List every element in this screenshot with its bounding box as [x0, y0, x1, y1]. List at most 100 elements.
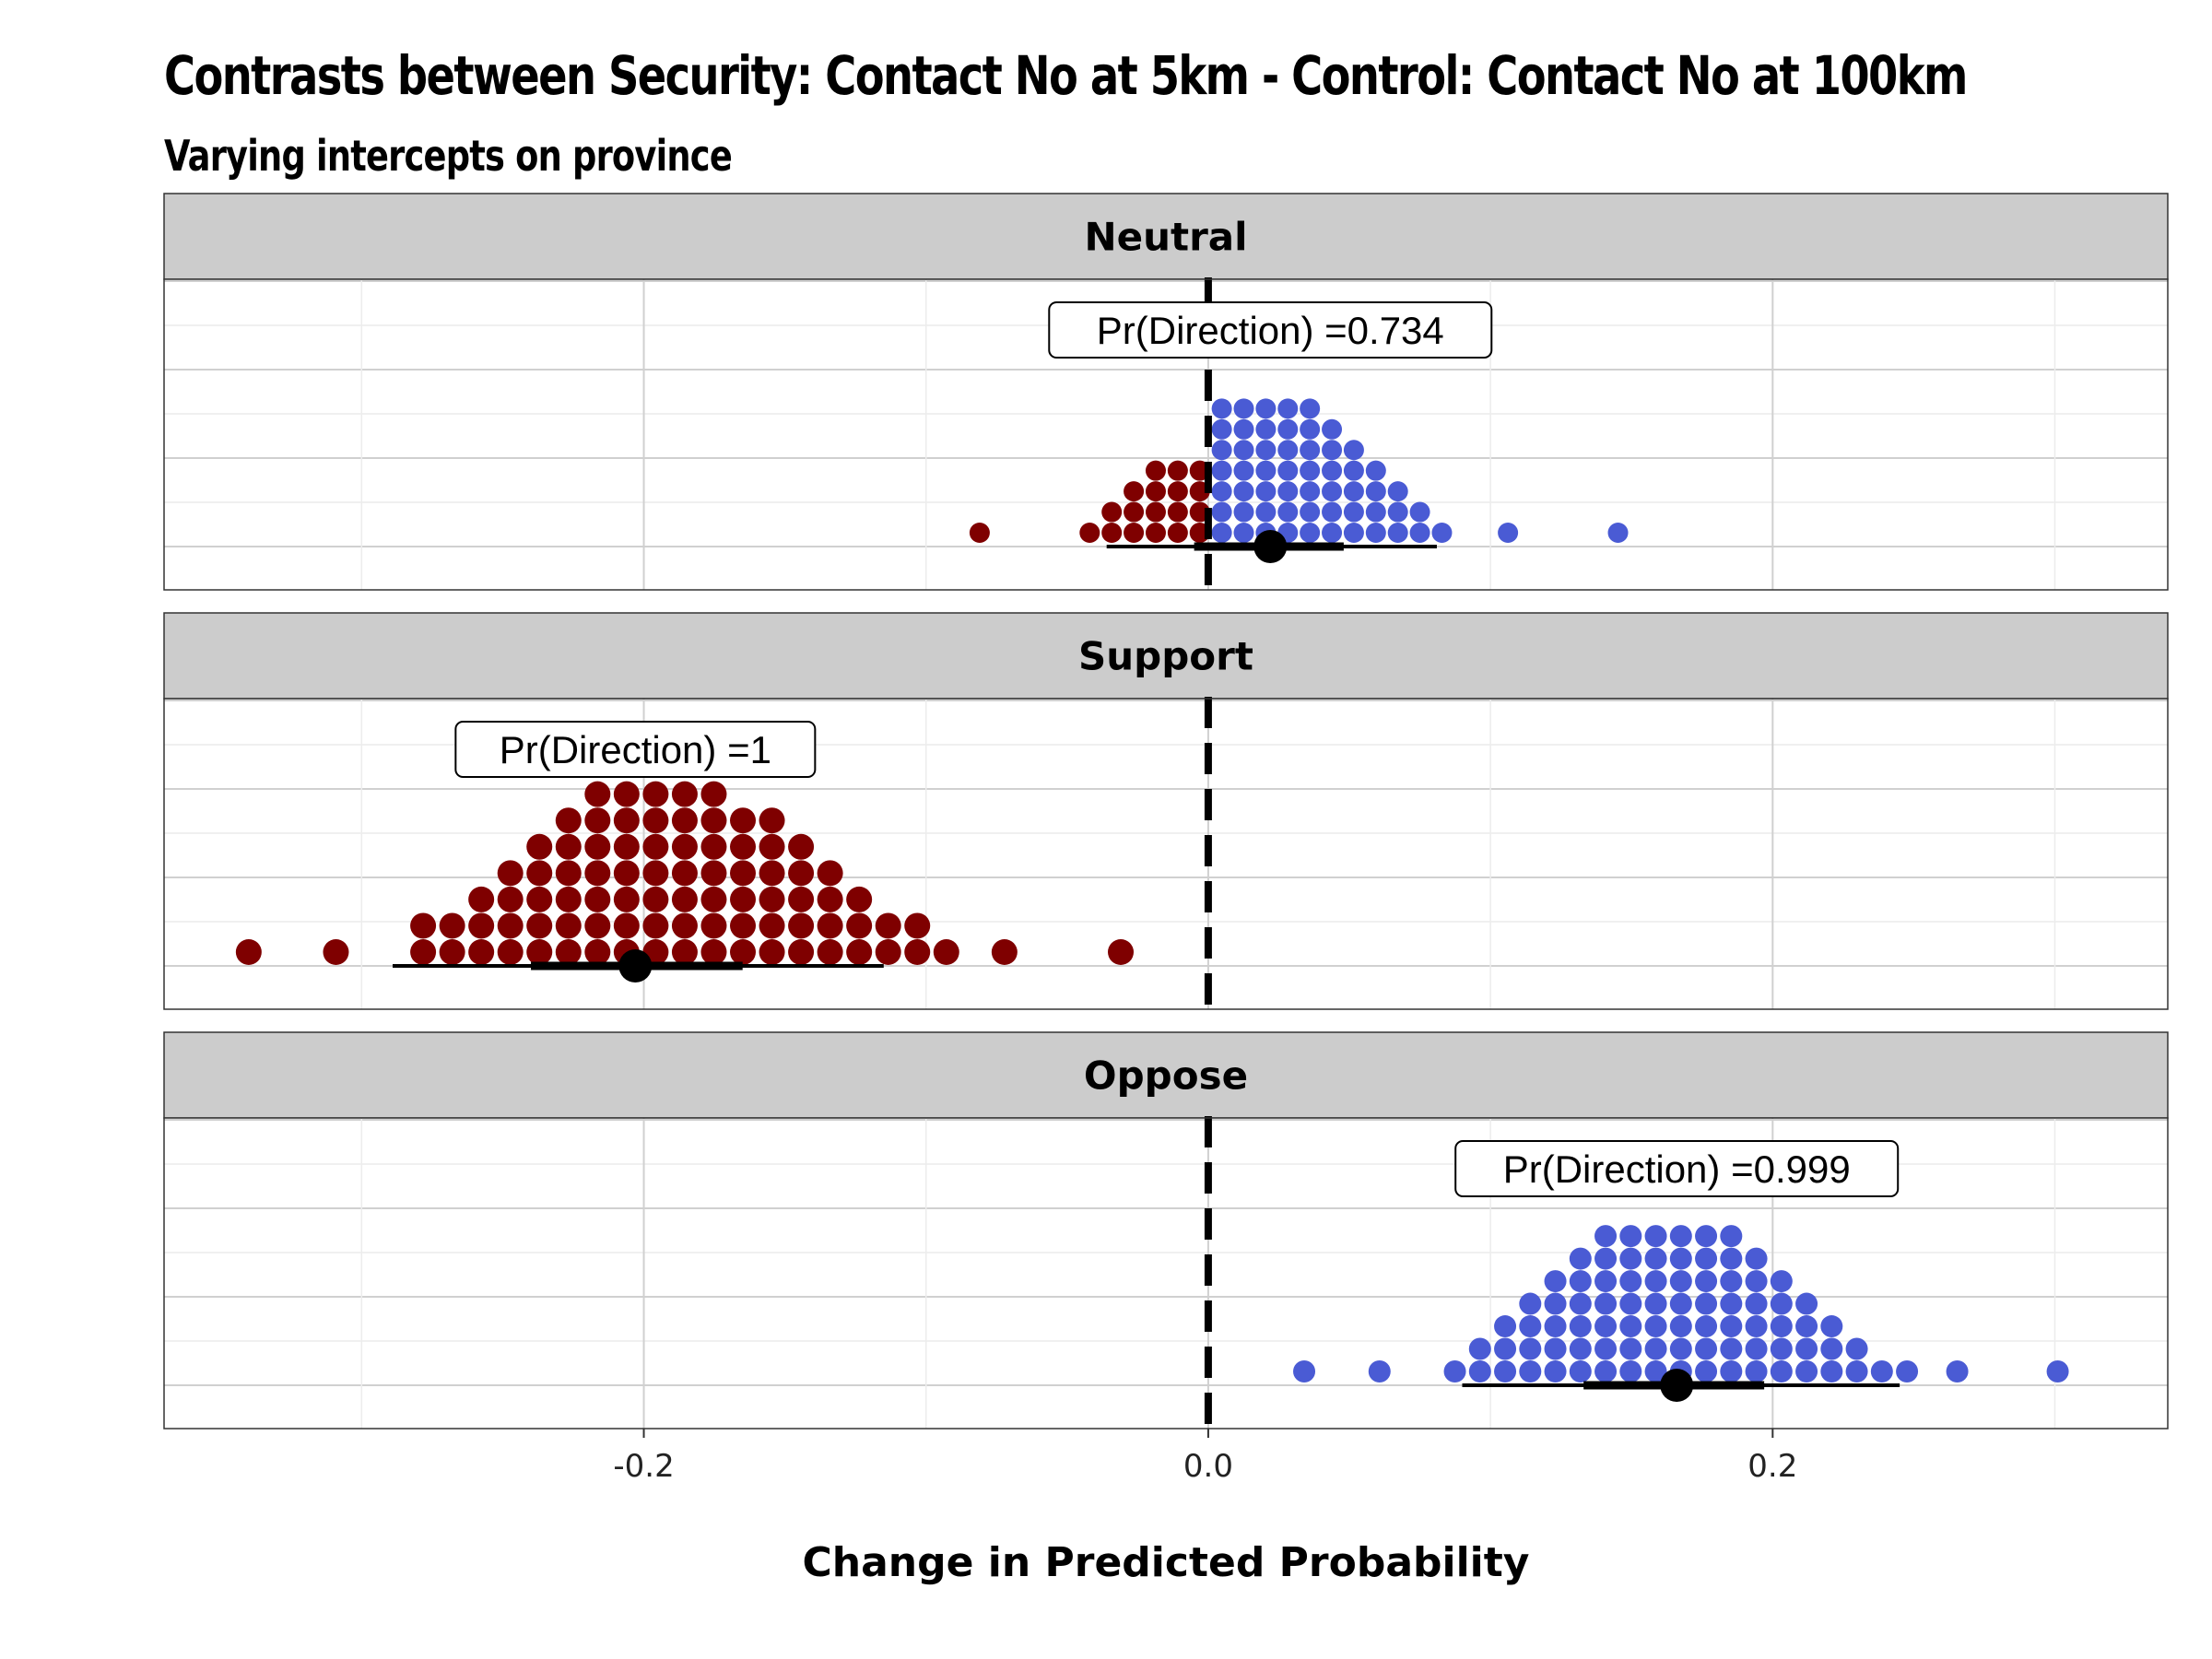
data-dot: [1669, 1315, 1692, 1338]
data-dot: [526, 860, 553, 887]
data-dot: [700, 939, 727, 965]
data-dot: [1820, 1315, 1843, 1338]
data-dot: [1277, 398, 1299, 419]
data-dot: [1594, 1225, 1618, 1248]
data-dot: [817, 860, 843, 887]
data-dot: [613, 833, 640, 860]
data-dot: [730, 860, 757, 887]
data-dot: [1211, 418, 1232, 440]
data-dot: [846, 912, 873, 939]
point-estimate: [1253, 530, 1288, 563]
data-dot: [1720, 1337, 1743, 1360]
data-dot: [875, 939, 901, 965]
data-dot: [497, 939, 524, 965]
data-dot: [759, 860, 785, 887]
data-dot: [1795, 1337, 1818, 1360]
data-dot: [1343, 460, 1364, 481]
data-dot: [700, 781, 727, 807]
data-dot: [1468, 1360, 1491, 1382]
data-dot: [1669, 1270, 1692, 1293]
data-dot: [1695, 1315, 1718, 1338]
data-dot: [1498, 523, 1519, 543]
data-dot: [1669, 1292, 1692, 1315]
data-dot: [1795, 1315, 1818, 1338]
panel-border: [163, 698, 2169, 1010]
data-dot: [969, 523, 990, 543]
data-dot: [1293, 1360, 1316, 1382]
data-dot: [1695, 1337, 1718, 1360]
direction-label: Pr(Direction) =0.734: [1097, 309, 1444, 352]
data-dot: [759, 939, 785, 965]
data-dot: [1300, 418, 1321, 440]
data-dot: [1300, 398, 1321, 419]
data-dot: [1145, 460, 1166, 481]
data-dot: [642, 807, 669, 834]
data-dot: [1745, 1292, 1768, 1315]
data-dot: [1770, 1270, 1793, 1293]
data-dot: [1619, 1247, 1642, 1270]
data-dot: [671, 860, 698, 887]
data-dot: [1124, 481, 1145, 502]
data-dot: [1594, 1270, 1618, 1293]
data-dot: [1695, 1292, 1718, 1315]
data-dot: [584, 807, 611, 834]
data-dot: [1519, 1292, 1542, 1315]
data-dot: [788, 886, 815, 912]
data-dot: [468, 912, 495, 939]
data-dot: [788, 939, 815, 965]
data-dot: [613, 781, 640, 807]
data-dot: [1108, 939, 1135, 965]
data-dot: [1607, 523, 1629, 543]
data-dot: [497, 912, 524, 939]
data-dot: [1101, 501, 1123, 523]
data-dot: [1669, 1225, 1692, 1248]
data-dot: [1387, 523, 1408, 543]
data-dot: [1619, 1270, 1642, 1293]
data-dot: [1387, 481, 1408, 502]
data-dot: [1322, 523, 1343, 543]
data-dot: [1365, 460, 1386, 481]
data-dot: [1619, 1337, 1642, 1360]
data-dot: [468, 939, 495, 965]
data-dot: [497, 860, 524, 887]
data-dot: [1409, 501, 1430, 523]
data-dot: [788, 860, 815, 887]
data-dot: [1277, 418, 1299, 440]
data-dot: [1519, 1315, 1542, 1338]
data-dot: [1277, 501, 1299, 523]
data-dot: [1494, 1337, 1517, 1360]
data-dot: [1695, 1270, 1718, 1293]
data-dot: [526, 939, 553, 965]
data-dot: [1167, 501, 1188, 523]
x-tick-label: -0.2: [613, 1448, 674, 1485]
data-dot: [1124, 523, 1145, 543]
data-dot: [1101, 523, 1123, 543]
data-dot: [1820, 1360, 1843, 1382]
data-dot: [1745, 1337, 1768, 1360]
data-dot: [700, 860, 727, 887]
data-dot: [1619, 1360, 1642, 1382]
data-dot: [700, 833, 727, 860]
data-dot: [788, 912, 815, 939]
data-dot: [1145, 481, 1166, 502]
data-dot: [1845, 1360, 1868, 1382]
data-dot: [671, 833, 698, 860]
data-dot: [497, 886, 524, 912]
data-dot: [1365, 501, 1386, 523]
data-dot: [904, 939, 931, 965]
data-dot: [1300, 523, 1321, 543]
point-estimate: [618, 949, 653, 982]
data-dot: [817, 912, 843, 939]
data-dot: [1233, 398, 1254, 419]
data-dot: [1594, 1360, 1618, 1382]
direction-label: Pr(Direction) =1: [500, 728, 771, 771]
point-estimate: [1660, 1369, 1694, 1402]
data-dot: [1544, 1315, 1567, 1338]
data-dot: [468, 886, 495, 912]
data-dot: [1594, 1292, 1618, 1315]
data-dot: [584, 860, 611, 887]
data-dot: [1544, 1360, 1567, 1382]
x-axis-title: Change in Predicted Probability: [803, 1539, 1530, 1586]
x-tick-label: 0.2: [1747, 1448, 1797, 1485]
data-dot: [1211, 460, 1232, 481]
